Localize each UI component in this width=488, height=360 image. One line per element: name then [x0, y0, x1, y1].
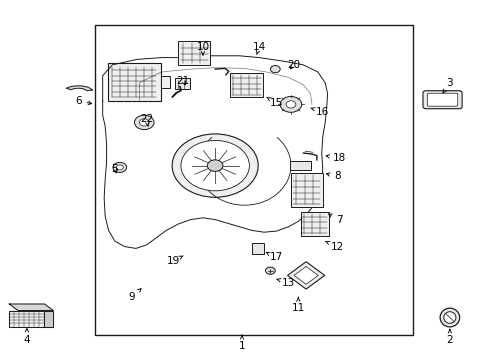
Bar [290, 173, 322, 207]
Circle shape [113, 162, 126, 172]
Text: 11: 11 [291, 297, 305, 313]
Bar [289, 161, 310, 170]
Text: 17: 17 [266, 252, 283, 262]
Text: 2: 2 [446, 329, 452, 345]
Circle shape [285, 101, 295, 108]
Bar [300, 212, 328, 236]
FancyBboxPatch shape [422, 91, 461, 109]
Bar [175, 78, 189, 89]
Bar [251, 243, 264, 254]
Text: 8: 8 [326, 171, 340, 181]
Circle shape [116, 165, 123, 170]
Text: 12: 12 [325, 241, 344, 252]
Polygon shape [44, 310, 53, 327]
Circle shape [134, 115, 154, 130]
Text: 10: 10 [196, 42, 209, 55]
Text: 21: 21 [176, 76, 190, 86]
Text: 4: 4 [23, 329, 30, 345]
Bar [107, 63, 161, 101]
Text: 20: 20 [286, 60, 299, 70]
Circle shape [280, 96, 301, 112]
Text: 22: 22 [140, 114, 153, 127]
Circle shape [207, 160, 223, 171]
Text: 15: 15 [266, 98, 283, 108]
Ellipse shape [439, 308, 459, 327]
Circle shape [181, 140, 249, 191]
Polygon shape [9, 304, 53, 310]
Text: 6: 6 [75, 96, 91, 106]
Text: 14: 14 [252, 42, 265, 55]
Polygon shape [9, 310, 44, 327]
Bar [229, 73, 263, 97]
Circle shape [139, 119, 149, 126]
Polygon shape [293, 266, 318, 284]
Text: 18: 18 [325, 153, 346, 163]
Bar [178, 41, 210, 65]
Circle shape [172, 134, 258, 197]
Bar [161, 76, 170, 87]
Text: 1: 1 [238, 335, 245, 351]
Text: 19: 19 [166, 256, 183, 266]
Text: 5: 5 [111, 164, 118, 174]
Text: 3: 3 [442, 78, 452, 93]
Text: 16: 16 [310, 107, 329, 117]
Circle shape [265, 267, 275, 274]
Polygon shape [66, 86, 92, 91]
Bar [95, 25, 412, 335]
Text: 7: 7 [328, 214, 343, 225]
Ellipse shape [443, 312, 455, 323]
Circle shape [270, 66, 280, 73]
FancyBboxPatch shape [427, 93, 457, 106]
Text: 13: 13 [276, 278, 295, 288]
Polygon shape [287, 262, 324, 289]
Text: 9: 9 [128, 289, 141, 302]
